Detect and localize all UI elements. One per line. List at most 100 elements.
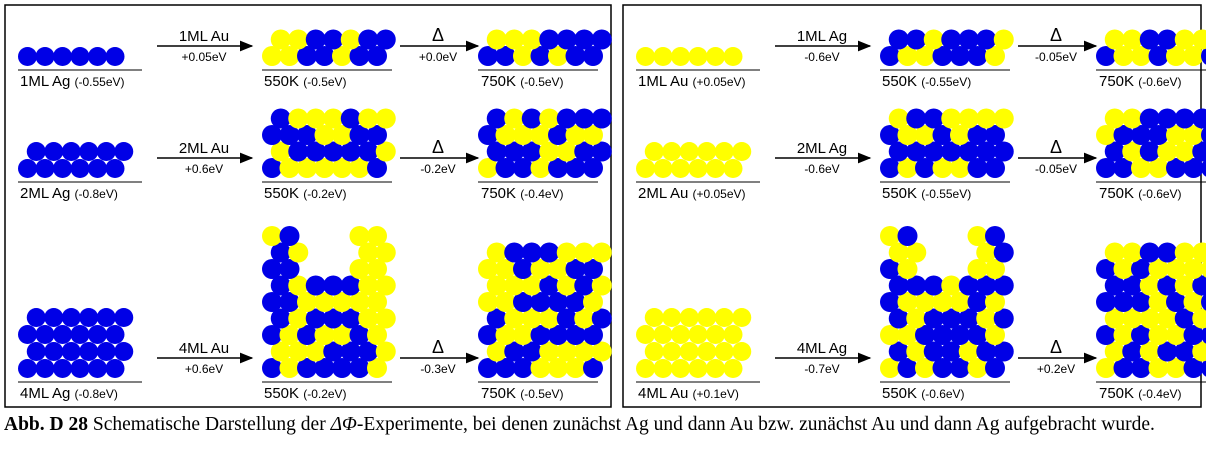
mixed-750k-atom xyxy=(1148,292,1169,312)
anneal-change: -0.05eV xyxy=(1035,162,1077,176)
mixed-550k-atom xyxy=(314,158,335,178)
substrate-atom xyxy=(96,342,116,361)
substrate-atom xyxy=(44,308,64,327)
mixed-550k-atom xyxy=(932,46,953,66)
mixed-750k-atom xyxy=(556,242,577,263)
substrate-atom xyxy=(53,325,72,344)
mixed-550k-atom xyxy=(288,308,309,329)
mixed-550k-atom xyxy=(976,108,997,129)
anneal-change: -0.3eV xyxy=(420,362,455,376)
substrate-atom xyxy=(688,159,708,178)
mixed-750k-atom xyxy=(530,158,551,178)
mixed-750k-atom xyxy=(539,141,560,162)
deposition-change: +0.6eV xyxy=(185,362,223,376)
mixed-550k-atom xyxy=(950,158,970,178)
mixed-750k-atom xyxy=(530,325,551,345)
mixed-750k-atom xyxy=(1183,325,1204,345)
anneal-change: -0.05eV xyxy=(1035,50,1077,64)
mixed-550k-atom xyxy=(967,292,988,312)
substrate-atom xyxy=(662,308,682,327)
mixed-550k-atom xyxy=(262,259,282,279)
mixed-550k-atom xyxy=(323,29,344,50)
mixed-750k-atom xyxy=(1157,275,1178,296)
substrate-atom xyxy=(105,359,125,378)
mixed-550k-atom xyxy=(305,29,326,50)
mixed-750k-atom xyxy=(1139,275,1160,296)
mixed-750k-atom xyxy=(1148,325,1169,345)
mixed-550k-atom xyxy=(349,259,370,279)
mixed-750k-atom xyxy=(1131,46,1151,66)
substrate-name: 4ML Au xyxy=(638,385,692,402)
mixed-750k-atom xyxy=(565,46,586,66)
substrate-atom xyxy=(35,47,55,66)
mixed-750k-atom xyxy=(530,292,551,312)
substrate-label: 4ML Au (+0.1eV) xyxy=(638,385,739,402)
mixed-550k-atom xyxy=(967,158,988,178)
mixed-750k-atom xyxy=(530,259,551,279)
substrate-atom xyxy=(88,47,107,66)
substrate-atom xyxy=(96,142,116,161)
mixed-550k-atom xyxy=(332,125,352,145)
mixed-750k-atom xyxy=(1166,358,1186,378)
mixed-750k-atom xyxy=(1113,292,1134,312)
mixed-550k-atom xyxy=(323,308,344,329)
mixed-750k-atom xyxy=(521,341,542,362)
mixed-550k-atom xyxy=(288,275,309,296)
mixed-550k-atom xyxy=(923,108,944,129)
mixed-550k-atom xyxy=(279,358,300,378)
anneal-750k-workfunction: (-0.5eV) xyxy=(520,75,563,89)
substrate-atom xyxy=(706,359,725,378)
substrate-atom xyxy=(732,142,752,161)
mixed-750k-atom xyxy=(583,46,603,66)
substrate-atom xyxy=(732,308,752,327)
mixed-550k-atom xyxy=(375,341,396,362)
mixed-550k-atom xyxy=(880,259,900,279)
mixed-750k-atom xyxy=(1131,358,1151,378)
mixed-750k-atom xyxy=(539,341,560,362)
mixed-750k-atom xyxy=(539,242,560,263)
substrate-atom xyxy=(671,47,690,66)
mixed-750k-atom xyxy=(504,308,525,329)
substrate-atom xyxy=(114,308,134,327)
mixed-550k-atom xyxy=(297,325,317,345)
mixed-550k-atom xyxy=(297,358,317,378)
substrate-atom xyxy=(53,47,72,66)
mixed-750k-atom xyxy=(548,158,568,178)
anneal-550k-label: 550K (-0.6eV) xyxy=(882,385,965,402)
substrate-atom xyxy=(653,47,673,66)
anneal-delta: Δ xyxy=(1050,25,1062,45)
mixed-550k-atom xyxy=(270,341,291,362)
mixed-750k-atom xyxy=(1148,46,1169,66)
mixed-550k-atom xyxy=(340,341,361,362)
mixed-550k-atom xyxy=(897,259,918,279)
mixed-550k-atom xyxy=(262,46,282,66)
substrate-atom xyxy=(644,142,664,161)
mixed-550k-atom xyxy=(880,158,900,178)
substrate-atom xyxy=(697,308,717,327)
mixed-750k-atom xyxy=(565,259,586,279)
mixed-750k-atom xyxy=(1104,308,1125,329)
mixed-550k-atom xyxy=(923,341,944,362)
mixed-750k-atom xyxy=(530,125,551,145)
mixed-750k-atom xyxy=(1139,341,1160,362)
substrate-atom xyxy=(653,359,673,378)
mixed-550k-atom xyxy=(985,259,1005,279)
mixed-750k-atom xyxy=(1104,242,1125,263)
mixed-550k-atom xyxy=(958,29,979,50)
mixed-750k-atom xyxy=(1096,125,1116,145)
mixed-550k-atom xyxy=(993,242,1014,263)
mixed-550k-atom xyxy=(906,275,927,296)
substrate-atom xyxy=(723,325,743,344)
mixed-550k-atom xyxy=(305,108,326,129)
deposition-amount: 2ML Ag xyxy=(797,140,847,157)
mixed-750k-atom xyxy=(1157,141,1178,162)
mixed-550k-atom xyxy=(288,242,309,263)
mixed-550k-atom xyxy=(270,29,291,50)
mixed-750k-atom xyxy=(1174,108,1195,129)
mixed-550k-atom xyxy=(976,275,997,296)
mixed-750k-atom xyxy=(539,108,560,129)
mixed-550k-atom xyxy=(958,341,979,362)
mixed-750k-atom xyxy=(495,46,516,66)
mixed-750k-atom xyxy=(1148,125,1169,145)
mixed-550k-atom xyxy=(349,46,370,66)
